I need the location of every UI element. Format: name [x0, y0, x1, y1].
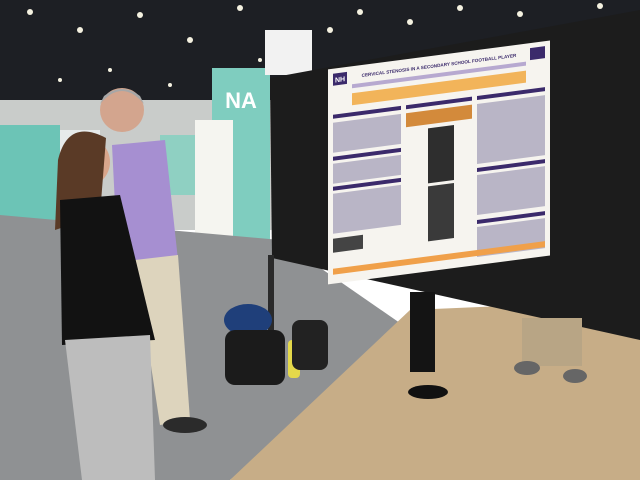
bag — [292, 320, 328, 370]
poster-logo-box — [530, 46, 545, 61]
shoe — [408, 385, 448, 399]
poster-logo-box — [333, 71, 347, 86]
poster-image — [406, 104, 472, 128]
woman-jacket — [60, 195, 155, 345]
poster-section-headers — [333, 87, 545, 224]
board-leg — [268, 255, 274, 335]
man-hair — [100, 89, 144, 104]
man-head — [100, 88, 144, 132]
shoe — [563, 369, 587, 383]
booth-sign-white — [265, 30, 312, 75]
booth-panel — [0, 125, 60, 225]
poster-purpose — [352, 70, 526, 106]
backpack — [224, 304, 272, 336]
booth-sign: NA — [225, 88, 257, 113]
poster-image — [333, 234, 363, 253]
woman-pants — [65, 335, 155, 480]
ceiling-lights — [27, 3, 603, 87]
backpack — [225, 330, 285, 385]
poster-mri — [428, 182, 454, 242]
poster-footer — [333, 241, 545, 275]
person-legs — [410, 292, 435, 372]
poster-text-blocks — [333, 95, 545, 257]
shoe — [163, 417, 207, 433]
poster-authors — [352, 61, 526, 89]
man-pants — [135, 255, 190, 425]
shoe — [514, 361, 540, 375]
poster-xray — [428, 124, 454, 184]
person-legs — [522, 318, 582, 366]
poster-logo: NH — [335, 76, 345, 84]
